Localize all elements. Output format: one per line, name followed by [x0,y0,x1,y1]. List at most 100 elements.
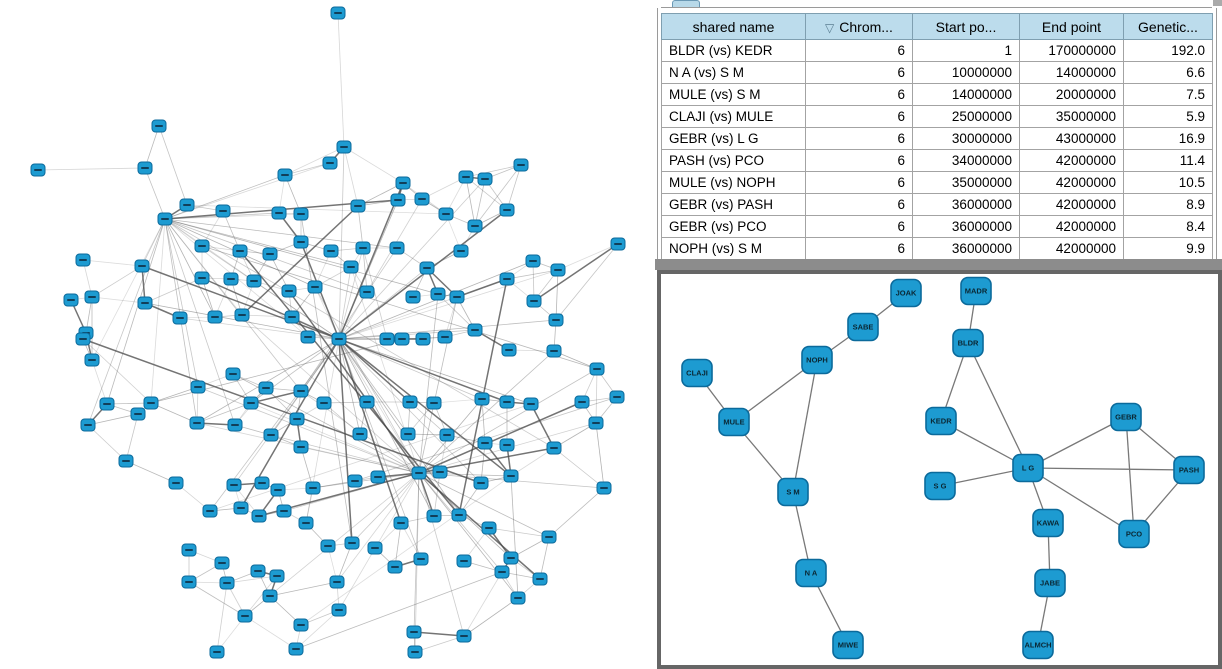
network-node[interactable] [350,199,366,213]
network-node[interactable] [331,603,347,617]
table-row[interactable]: GEBR (vs) L G 6 30000000 43000000 16.9 [661,127,1213,150]
table-row[interactable]: NOPH (vs) S M 6 36000000 42000000 9.9 [661,237,1213,260]
detail-network-svg[interactable]: JOAK SABE NOPH CLAJI MULE S M N A MIWE MADR BLDR K… [661,274,1218,665]
network-node[interactable] [453,244,469,258]
network-node[interactable] [330,6,346,20]
network-node[interactable] [243,396,259,410]
network-node[interactable] [293,384,309,398]
network-node[interactable] [355,241,371,255]
network-node[interactable] [546,441,562,455]
col-header-genetic[interactable]: Genetic... [1123,13,1213,40]
network-node[interactable] [293,618,309,632]
network-node[interactable] [226,478,242,492]
network-node-s-m[interactable]: S M [777,477,809,507]
network-node[interactable] [316,396,332,410]
network-node[interactable] [574,395,590,409]
network-node[interactable] [510,591,526,605]
main-network-svg[interactable] [0,0,655,669]
network-node[interactable] [214,556,230,570]
network-node[interactable] [219,576,235,590]
network-node[interactable] [30,163,46,177]
network-node[interactable] [331,332,347,346]
network-node[interactable] [438,207,454,221]
network-node[interactable] [254,476,270,490]
network-node[interactable] [541,530,557,544]
network-node[interactable] [481,521,497,535]
network-node[interactable] [525,254,541,268]
network-node[interactable] [344,536,360,550]
network-node[interactable] [289,412,305,426]
network-node[interactable] [202,504,218,518]
network-node[interactable] [320,539,336,553]
col-header-chromosome[interactable]: ▽ Chrom... [805,13,913,40]
network-node-s-g[interactable]: S G [924,471,956,501]
network-node[interactable] [513,158,529,172]
scrollbar-fragment[interactable] [1213,0,1222,6]
network-node[interactable] [432,465,448,479]
network-node[interactable] [329,575,345,589]
network-node[interactable] [499,438,515,452]
network-node-almch[interactable]: ALMCH [1022,630,1054,660]
network-node[interactable] [503,551,519,565]
network-node[interactable] [610,237,626,251]
network-node[interactable] [589,362,605,376]
table-row[interactable]: CLAJI (vs) MULE 6 25000000 35000000 5.9 [661,105,1213,128]
network-node[interactable] [596,481,612,495]
network-node[interactable] [370,470,386,484]
network-node[interactable] [215,204,231,218]
network-node[interactable] [277,168,293,182]
network-node[interactable] [532,572,548,586]
network-node[interactable] [359,285,375,299]
network-node[interactable] [234,308,250,322]
table-row[interactable]: PASH (vs) PCO 6 34000000 42000000 11.4 [661,149,1213,172]
network-node-kedr[interactable]: KEDR [925,406,957,436]
network-node[interactable] [411,466,427,480]
network-node[interactable] [157,212,173,226]
network-node[interactable] [550,263,566,277]
table-row[interactable]: MULE (vs) NOPH 6 35000000 42000000 10.5 [661,171,1213,194]
network-node[interactable] [233,501,249,515]
network-node[interactable] [451,508,467,522]
network-node[interactable] [300,330,316,344]
network-node[interactable] [467,323,483,337]
col-header-shared-name[interactable]: shared name [661,13,806,40]
network-node[interactable] [269,569,285,583]
network-node[interactable] [172,311,188,325]
network-node-l-g[interactable]: L G [1012,453,1044,483]
network-node[interactable] [223,272,239,286]
network-node[interactable] [501,343,517,357]
table-row[interactable]: MULE (vs) S M 6 14000000 20000000 7.5 [661,83,1213,106]
network-node[interactable] [352,427,368,441]
network-node[interactable] [367,541,383,555]
network-node-mule[interactable]: MULE [718,407,750,437]
network-node[interactable] [80,418,96,432]
network-node[interactable] [415,332,431,346]
network-node[interactable] [322,156,338,170]
network-node[interactable] [430,287,446,301]
network-node[interactable] [209,645,225,659]
network-node[interactable] [494,565,510,579]
network-node[interactable] [359,395,375,409]
network-node[interactable] [439,428,455,442]
network-node[interactable] [499,395,515,409]
network-node[interactable] [473,476,489,490]
network-node[interactable] [194,271,210,285]
network-node[interactable] [499,272,515,286]
network-node[interactable] [168,476,184,490]
network-node[interactable] [503,469,519,483]
network-node[interactable] [246,274,262,288]
network-node[interactable] [387,560,403,574]
network-node[interactable] [426,509,442,523]
network-node[interactable] [227,418,243,432]
network-node[interactable] [118,454,134,468]
network-node[interactable] [449,290,465,304]
network-node-noph[interactable]: NOPH [801,345,833,375]
network-node-kawa[interactable]: KAWA [1032,508,1064,538]
panel-splitter[interactable] [655,259,1222,270]
network-node[interactable] [588,416,604,430]
network-node[interactable] [134,259,150,273]
network-node[interactable] [293,235,309,249]
network-node[interactable] [523,397,539,411]
network-node[interactable] [63,293,79,307]
network-node[interactable] [293,440,309,454]
